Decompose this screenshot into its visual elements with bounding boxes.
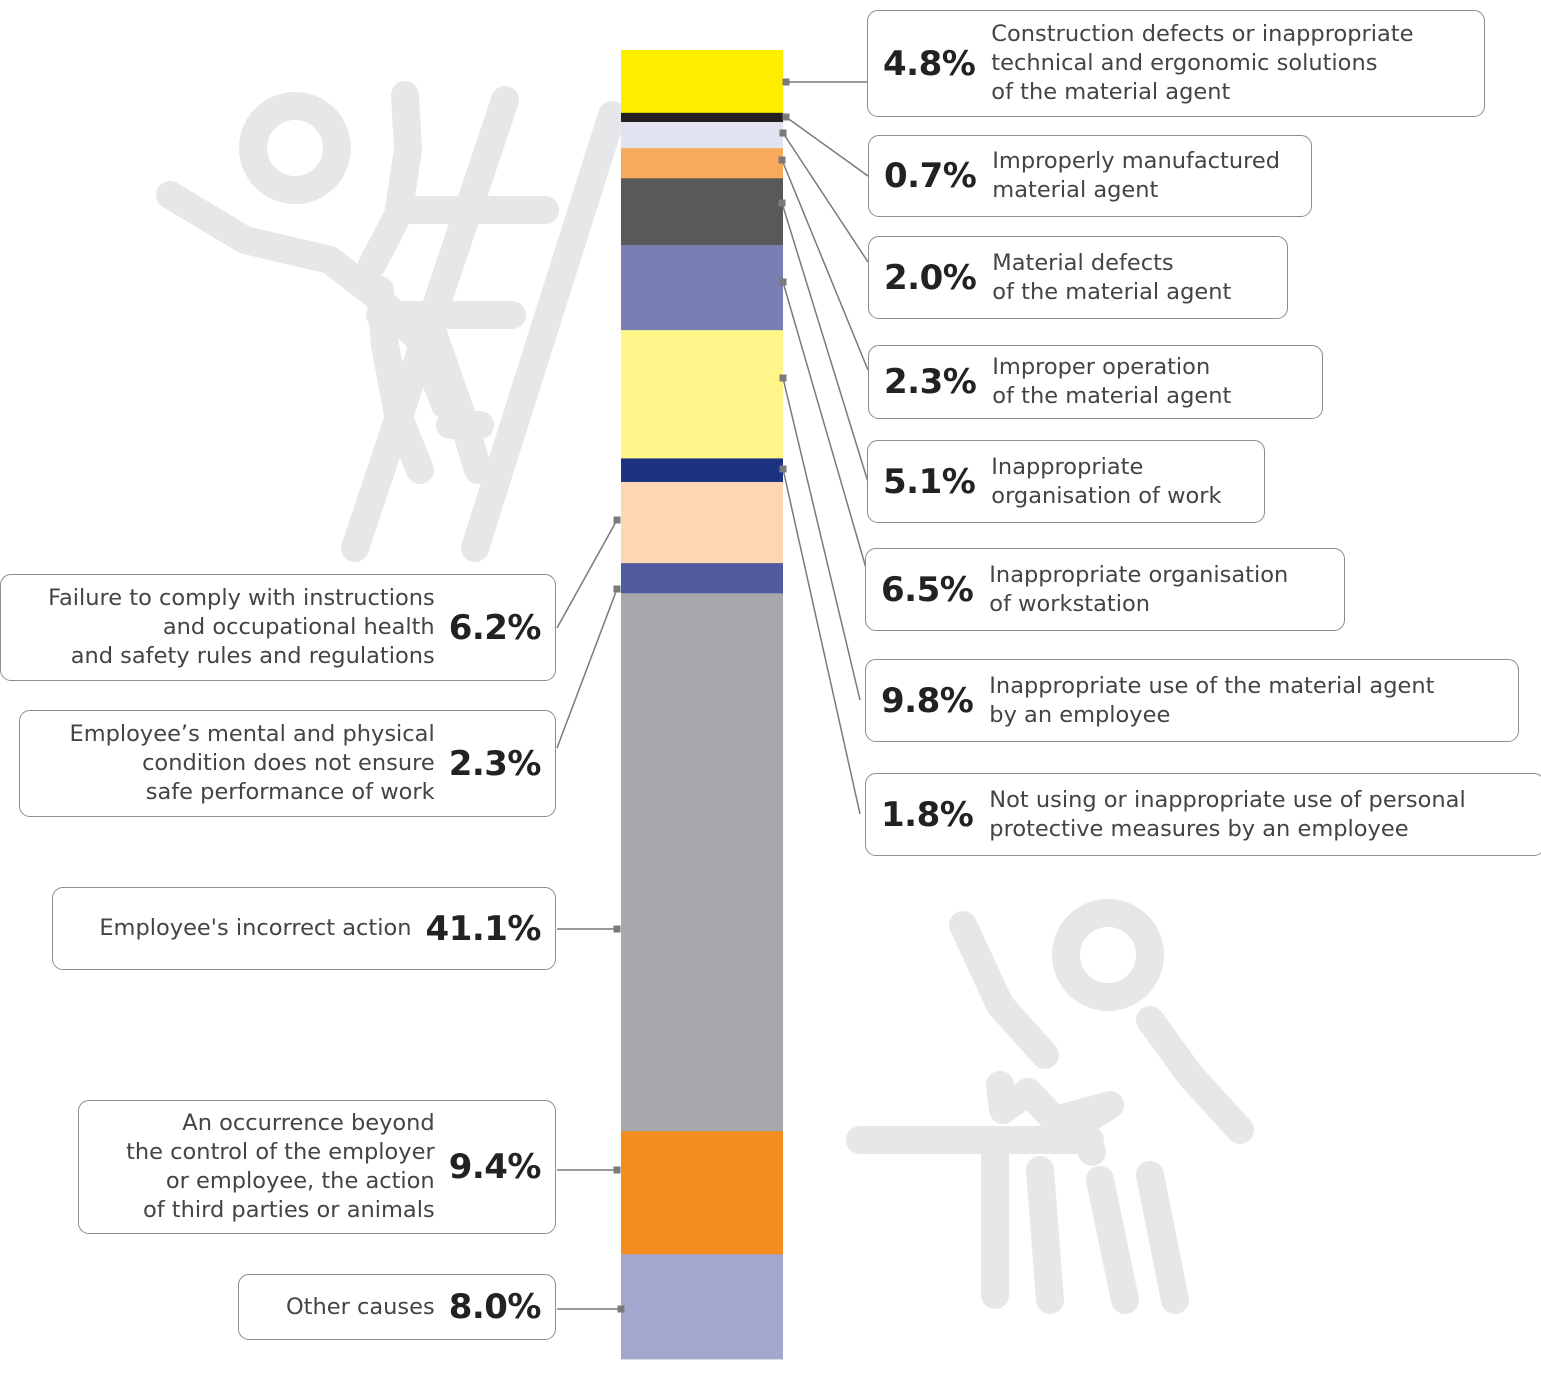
category-label: Employee’s mental and physical condition… bbox=[69, 721, 435, 805]
leader-marker-5 bbox=[778, 199, 786, 207]
leader-line-7 bbox=[782, 377, 861, 701]
category-label: Failure to comply with instructions and … bbox=[48, 585, 435, 669]
callout-box-10: 2.3% Employee’s mental and physical condi… bbox=[19, 710, 556, 817]
bar-segment-12 bbox=[621, 1131, 783, 1255]
bar-segment-8 bbox=[621, 458, 783, 483]
data-label-value: 0.7% bbox=[884, 156, 977, 196]
leader-line-9 bbox=[556, 519, 618, 629]
leader-line-4 bbox=[781, 159, 869, 371]
category-label: Material defects of the material agent bbox=[992, 249, 1232, 305]
data-label-value: 6.2% bbox=[448, 607, 542, 648]
category-label: An occurrence beyond the control of the … bbox=[126, 1110, 435, 1223]
bar-segment-6 bbox=[621, 245, 783, 331]
callout-box-6: 6.5% Inappropriate organisation of workst… bbox=[865, 548, 1345, 631]
category-label: Inappropriate organisation of work bbox=[991, 453, 1222, 509]
leader-marker-7 bbox=[779, 374, 787, 382]
leader-marker-10 bbox=[613, 585, 621, 593]
data-label-value: 8.0% bbox=[448, 1287, 542, 1327]
callout-box-12: 9.4% An occurrence beyond the control of … bbox=[78, 1100, 556, 1234]
data-label-value: 1.8% bbox=[881, 794, 974, 835]
data-label-value: 9.8% bbox=[881, 680, 974, 721]
leader-line-5 bbox=[781, 202, 869, 483]
bar-segment-11 bbox=[621, 593, 783, 1132]
data-label-value: 2.3% bbox=[448, 743, 542, 784]
callout-box-2: 0.7% Improperly manufactured material age… bbox=[868, 135, 1312, 217]
leader-marker-12 bbox=[613, 1166, 621, 1174]
category-label: Construction defects or inappropriate te… bbox=[991, 21, 1414, 105]
category-label: Improperly manufactured material agent bbox=[992, 148, 1281, 203]
callout-box-4: 2.3% Improper operation of the material a… bbox=[868, 345, 1323, 419]
category-label: Inappropriate use of the material agent … bbox=[989, 672, 1435, 728]
leader-marker-6 bbox=[779, 278, 787, 286]
bar-segment-13 bbox=[621, 1254, 783, 1360]
person-injured-icon bbox=[846, 899, 1254, 1314]
leader-line-3 bbox=[782, 132, 869, 263]
callout-box-9: 6.2% Failure to comply with instructions … bbox=[0, 574, 556, 681]
bar-segment-1 bbox=[621, 50, 783, 114]
callout-box-1: 4.8% Construction defects or inappropriat… bbox=[867, 10, 1485, 117]
data-label-value: 9.4% bbox=[448, 1147, 542, 1187]
data-label-value: 5.1% bbox=[883, 461, 976, 502]
bar-segment-7 bbox=[621, 330, 783, 459]
category-label: Employee's incorrect action bbox=[99, 915, 412, 941]
callout-box-13: 8.0% Other causes bbox=[238, 1274, 556, 1340]
data-label-value: 2.3% bbox=[884, 362, 977, 402]
bar-segment-10 bbox=[621, 563, 783, 594]
callout-box-5: 5.1% Inappropriate organisation of work bbox=[867, 440, 1265, 523]
leader-marker-3 bbox=[779, 129, 787, 137]
leader-line-10 bbox=[556, 588, 618, 749]
leader-marker-1 bbox=[782, 78, 790, 86]
bar-segment-9 bbox=[621, 481, 783, 564]
callout-box-11: 41.1% Employee's incorrect action bbox=[52, 887, 556, 970]
person-falling-ladder-icon bbox=[156, 81, 626, 562]
bar-segment-4 bbox=[621, 148, 783, 179]
data-label-value: 41.1% bbox=[425, 908, 542, 949]
category-label: Inappropriate organisation of workstatio… bbox=[989, 561, 1289, 617]
data-label-value: 6.5% bbox=[881, 569, 974, 610]
data-label-value: 4.8% bbox=[883, 43, 976, 84]
leader-marker-9 bbox=[613, 516, 621, 524]
category-label: Improper operation of the material agent bbox=[992, 354, 1232, 409]
leader-line-6 bbox=[782, 281, 867, 569]
leader-marker-4 bbox=[778, 156, 786, 164]
bar-segment-2 bbox=[621, 112, 783, 123]
leader-line-8 bbox=[782, 468, 861, 815]
callout-box-8: 1.8% Not using or inappropriate use of pe… bbox=[865, 773, 1541, 856]
leader-marker-2 bbox=[782, 113, 790, 121]
leader-marker-13 bbox=[617, 1305, 625, 1313]
callout-box-3: 2.0% Material defects of the material age… bbox=[868, 236, 1288, 319]
data-label-value: 2.0% bbox=[884, 257, 977, 298]
callout-box-7: 9.8% Inappropriate use of the material ag… bbox=[865, 659, 1519, 742]
leader-marker-11 bbox=[613, 925, 621, 933]
leader-marker-8 bbox=[779, 465, 787, 473]
bar-segment-5 bbox=[621, 178, 783, 246]
leader-line-2 bbox=[785, 116, 869, 177]
bar-segment-3 bbox=[621, 121, 783, 149]
category-label: Not using or inappropriate use of person… bbox=[989, 786, 1466, 842]
category-label: Other causes bbox=[285, 1293, 435, 1320]
